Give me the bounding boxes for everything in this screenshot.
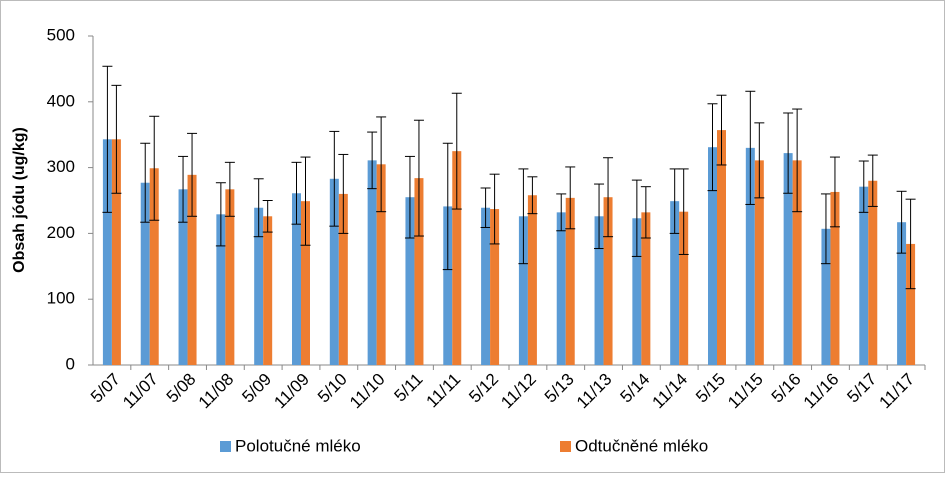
bar: [594, 216, 604, 365]
bar: [481, 207, 491, 365]
bar: [527, 195, 537, 365]
bar: [225, 189, 235, 365]
y-tick-label: 100: [47, 289, 75, 308]
bar: [632, 218, 642, 365]
bar: [216, 214, 226, 365]
bar: [254, 207, 264, 365]
bar: [821, 228, 831, 365]
y-tick-label: 400: [47, 91, 75, 110]
bar: [518, 216, 528, 365]
y-axis-label: Obsah jódu (ug/kg): [11, 127, 28, 273]
bar: [263, 216, 273, 365]
bar: [443, 206, 453, 365]
bar: [149, 168, 159, 365]
y-tick-label: 0: [66, 354, 75, 373]
bar: [783, 153, 793, 365]
bar: [792, 160, 802, 365]
bar: [329, 178, 339, 365]
bar: [603, 197, 613, 365]
legend-label: Polotučné mléko: [235, 436, 361, 455]
bar: [178, 189, 188, 365]
bar: [906, 243, 916, 365]
bar: [565, 197, 575, 365]
bar: [868, 180, 878, 365]
bar: [859, 186, 869, 365]
bar: [897, 222, 907, 365]
bar: [745, 147, 755, 365]
bar: [367, 160, 377, 365]
bar: [452, 151, 462, 365]
bar: [187, 174, 197, 365]
bar: [414, 178, 424, 365]
bar: [556, 212, 566, 365]
legend-swatch: [560, 441, 571, 452]
bar: [679, 211, 689, 365]
bar: [102, 139, 112, 365]
bar: [708, 147, 717, 365]
legend-label: Odtučněné mléko: [575, 436, 708, 455]
bar: [670, 201, 680, 365]
y-tick-label: 500: [47, 25, 75, 44]
legend-swatch: [220, 441, 231, 452]
bar: [717, 130, 726, 365]
bar: [301, 201, 310, 365]
bar: [754, 160, 764, 365]
bar: [490, 209, 500, 365]
bar: [111, 139, 121, 365]
y-tick-label: 200: [47, 223, 75, 242]
y-tick-label: 300: [47, 157, 75, 176]
bar: [405, 197, 415, 365]
bar: [830, 191, 840, 365]
bar: [292, 193, 301, 365]
bar: [376, 164, 386, 365]
bar: [641, 212, 651, 365]
bar: [338, 193, 348, 365]
bar: [140, 182, 150, 365]
